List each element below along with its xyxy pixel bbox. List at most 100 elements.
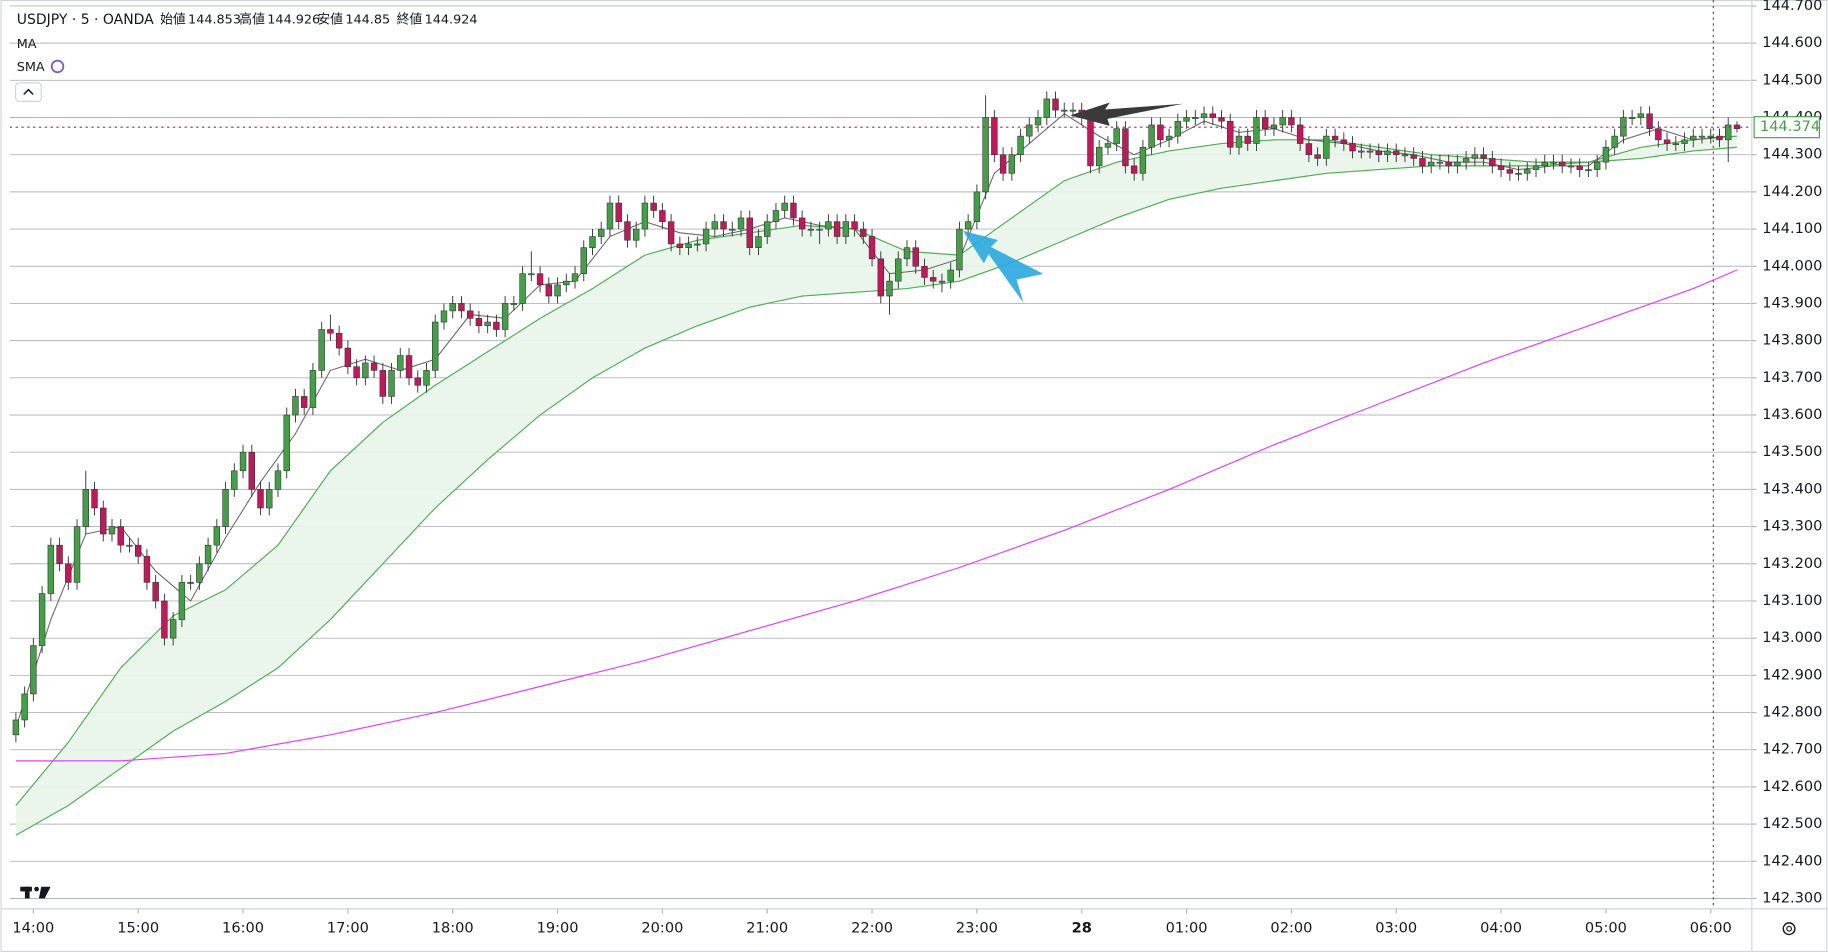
candle-body — [1725, 124, 1732, 141]
candle-body — [169, 619, 177, 639]
candle-body — [1698, 135, 1706, 138]
y-tick-label: 144.700 — [1762, 0, 1822, 14]
candle-body — [1393, 150, 1400, 155]
candle-body — [1113, 128, 1120, 144]
indicator-label[interactable]: SMA — [17, 60, 45, 75]
candle-body — [1480, 154, 1487, 159]
x-tick-label: 04:00 — [1480, 920, 1522, 937]
settings-button[interactable] — [1782, 922, 1796, 936]
ohlc-value: 144.853 — [188, 12, 241, 27]
candle-body — [484, 321, 491, 327]
x-tick-label: 05:00 — [1585, 920, 1627, 937]
candle-body — [178, 582, 186, 620]
candle-body — [956, 228, 963, 271]
x-tick-label: 14:00 — [12, 920, 54, 937]
candle-body — [1358, 150, 1365, 153]
candle-body — [108, 526, 116, 535]
candle-body — [1663, 139, 1671, 144]
y-tick-label: 143.700 — [1762, 369, 1822, 386]
candle-body — [458, 303, 465, 312]
candle-body — [781, 202, 788, 211]
logo-part — [38, 886, 51, 899]
candle-body — [1130, 165, 1138, 174]
last-price: 144.374 — [9, 116, 1820, 139]
candle-body — [362, 362, 369, 379]
arrow-annotation — [1070, 102, 1184, 126]
x-tick-label: 15:00 — [117, 920, 159, 937]
candle-body — [1017, 135, 1024, 155]
candle-body — [1366, 150, 1374, 153]
candle-body — [886, 280, 893, 297]
candle-body — [1585, 169, 1592, 172]
collapse-icon — [23, 88, 34, 95]
candle-body — [274, 470, 282, 490]
candle-body — [152, 582, 159, 602]
candle-body — [755, 236, 762, 248]
x-tick-label: 02:00 — [1270, 920, 1312, 937]
candle-body — [1183, 117, 1190, 122]
candle-body — [694, 243, 701, 246]
candle-body — [571, 273, 579, 282]
candle-body — [947, 269, 954, 282]
candle-body — [1515, 173, 1522, 175]
candle-body — [56, 544, 63, 565]
candle-body — [379, 370, 387, 397]
indicator-label[interactable]: MA — [17, 37, 37, 52]
candle-body — [1235, 135, 1243, 148]
candle-body — [816, 228, 823, 231]
candle-body — [790, 202, 797, 219]
candle-body — [973, 191, 981, 222]
candle-body — [1690, 135, 1697, 141]
candle-body — [1253, 117, 1260, 144]
candle-body — [938, 280, 946, 283]
candle-body — [161, 600, 168, 639]
x-axis: 14:00 15:00 16:00 17:00 18:00 19:00 20:00 21:00… — [12, 908, 1732, 937]
logo-part — [34, 886, 39, 892]
candle-body — [1410, 154, 1417, 159]
candle-body — [493, 321, 500, 330]
candle-body — [868, 236, 876, 260]
candle-body — [877, 258, 884, 297]
candle-body — [825, 221, 832, 230]
ma-band-fill — [15, 136, 1737, 836]
candle-body — [1200, 113, 1208, 118]
candle-body — [702, 228, 710, 245]
candle-body — [1104, 143, 1112, 148]
collapse-button[interactable] — [15, 82, 42, 102]
candle-body — [38, 593, 46, 646]
last-price-label: 144.374 — [1760, 118, 1820, 135]
ohlc-value: 144.85 — [345, 12, 390, 27]
candle-body — [589, 236, 596, 248]
candle-body — [1567, 165, 1575, 168]
candle-body — [536, 273, 544, 286]
candle-body — [257, 489, 264, 509]
candle-body — [204, 544, 212, 565]
y-tick-label: 143.300 — [1762, 518, 1822, 535]
candle-body — [1462, 158, 1470, 163]
candle-body — [615, 202, 622, 222]
x-tick-label: 23:00 — [956, 920, 998, 937]
candle-body — [1034, 117, 1042, 126]
y-tick-label: 143.200 — [1762, 555, 1822, 572]
candle-body — [1681, 139, 1688, 144]
x-tick-label: 20:00 — [641, 920, 683, 937]
candle-body — [1707, 135, 1714, 138]
y-tick-label: 144.600 — [1762, 34, 1822, 51]
candle-body — [1174, 120, 1182, 137]
candle-body — [82, 489, 89, 527]
candle-body — [1095, 146, 1103, 167]
candle-body — [1323, 135, 1330, 159]
candle-body — [1331, 135, 1339, 141]
candle-body — [598, 228, 605, 237]
candle-body — [1026, 124, 1033, 137]
candle-body — [1611, 135, 1618, 148]
candle-body — [921, 265, 928, 278]
candle-body — [1157, 124, 1164, 141]
candle-body — [1401, 154, 1409, 157]
candle-body — [231, 470, 238, 490]
candle-body — [1620, 117, 1627, 137]
logo-part — [24, 886, 30, 899]
candle-body — [1593, 161, 1601, 170]
indicator-icon[interactable] — [50, 59, 65, 74]
